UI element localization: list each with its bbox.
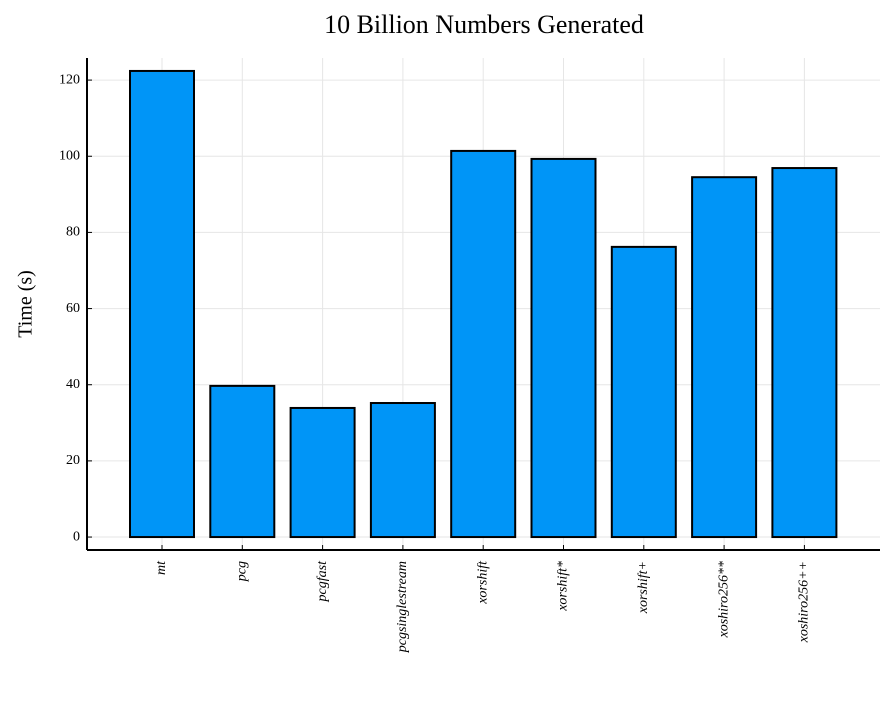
- bar: [289, 406, 356, 539]
- y-tick-label: 40: [66, 377, 80, 392]
- y-axis-label: Time (s): [15, 270, 37, 338]
- bar: [691, 176, 758, 539]
- y-tick-label: 100: [59, 148, 80, 163]
- x-tick-label: xorshift*: [556, 561, 571, 612]
- x-tick-label: pcgsinglestream: [395, 561, 410, 653]
- bar: [450, 149, 517, 539]
- y-tick-label: 0: [73, 529, 80, 544]
- bar: [610, 245, 677, 539]
- x-tick-label: xoshiro256++: [797, 561, 812, 643]
- x-tick-label: xorshift: [475, 560, 490, 605]
- bar: [369, 402, 436, 539]
- bar: [771, 167, 838, 539]
- bar: [209, 384, 276, 539]
- x-tick-label: xoshiro256**: [716, 561, 731, 638]
- y-tick-label: 60: [66, 301, 80, 316]
- chart-title: 10 Billion Numbers Generated: [324, 10, 644, 39]
- x-tick-label: pcg: [235, 561, 250, 582]
- y-tick-label: 80: [66, 225, 80, 240]
- x-tick-label: pcgfast: [315, 560, 330, 603]
- bar: [530, 157, 597, 539]
- bar: [129, 69, 195, 539]
- x-tick-label: xorshift+: [636, 561, 651, 614]
- x-tick-label: mt: [154, 560, 169, 575]
- y-tick-label: 20: [66, 453, 80, 468]
- y-tick-label: 120: [59, 72, 80, 87]
